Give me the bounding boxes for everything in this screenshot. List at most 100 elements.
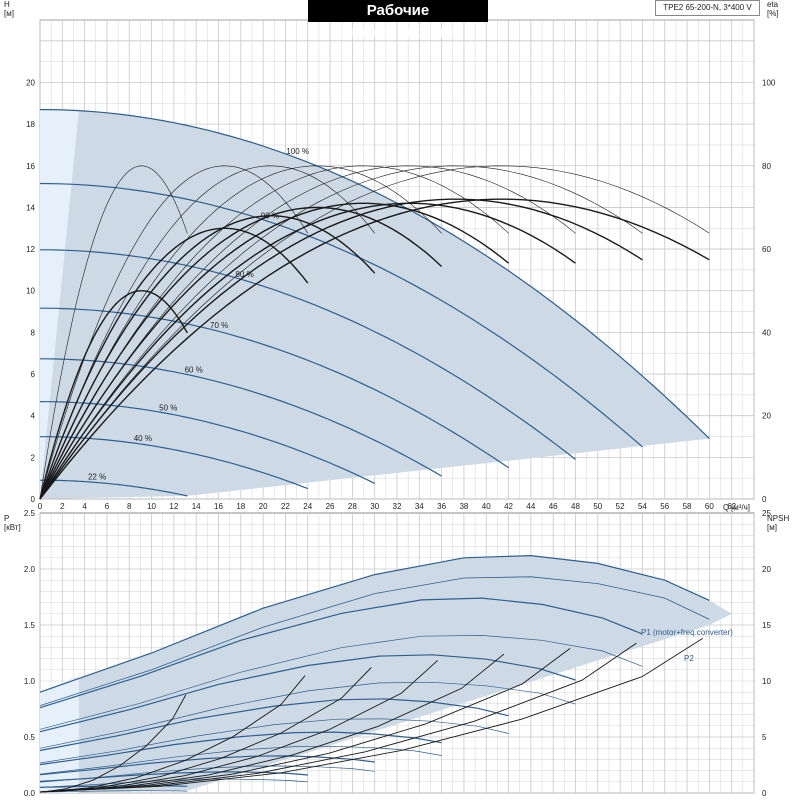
p1-curve-label: P1 (motor+freq.converter) [641,628,733,637]
flow-tick-label: 0 [38,502,43,511]
flow-tick-label: 20 [259,502,268,511]
power-tick-label: 2.5 [24,509,36,518]
flow-tick-label: 52 [616,502,625,511]
eta-tick-label: 40 [762,328,771,337]
flow-tick-label: 42 [504,502,513,511]
flow-tick-label: 44 [526,502,535,511]
efficiency-curve [39,165,710,500]
efficiency-curve [39,165,576,500]
power-p2-curve [39,576,710,706]
flow-tick-label: 58 [683,502,692,511]
npsh-tick-label: 25 [762,509,771,518]
flow-tick-label: 36 [437,502,446,511]
chart-title: Рабочие характеристики [308,0,488,41]
eta-tick-label: 100 [762,78,776,87]
power-tick-label: 0.0 [24,789,36,798]
qp-panel: 0.0 0.5 1.0 1.5 2.0 2.5 0 5 10 15 20 25 [24,509,772,798]
flow-tick-label: 6 [105,502,110,511]
p2-curve-label: P2 [684,654,694,663]
head-curve-label: 40 % [134,434,152,443]
head-curve-100pct [40,108,710,440]
head-curve-80pct [40,249,576,460]
head-tick-label: 14 [26,203,35,212]
npsh-curve [39,675,306,793]
head-axis-label: H [4,0,10,9]
head-tick-label: 8 [31,328,36,337]
flow-tick-label: 14 [192,502,201,511]
npsh-curve [39,653,505,793]
flow-tick-label: 24 [303,502,312,511]
head-curve-label: 50 % [159,403,177,412]
head-axis-unit: [м] [4,9,14,18]
flow-tick-label: 18 [236,502,245,511]
flow-tick-label: 8 [127,502,132,511]
npsh-curve [39,648,571,793]
flow-tick-label: 62 [727,502,736,511]
head-curve-label: 60 % [185,366,203,375]
efficiency-curve [39,202,576,500]
qh-operating-region [40,109,710,499]
power-p2-curve-reduced [39,681,576,749]
flow-tick-label: 26 [326,502,335,511]
efficiency-curve [39,165,309,500]
eta-tick-label: 0 [762,495,767,504]
npsh-curve [39,642,637,793]
efficiency-curve [39,165,442,500]
power-p1-curve-reduced [39,654,576,733]
qp-min-flow-region [40,675,79,793]
pump-model-label: TPE2 65-200-N, 3*400 V [655,0,760,16]
head-curve-label: 22 % [88,472,106,481]
head-tick-label: 20 [26,78,35,87]
power-tick-label: 2.0 [24,565,36,574]
eta-tick-label: 80 [762,162,771,171]
npsh-tick-label: 10 [762,677,771,686]
flow-tick-label: 16 [214,502,223,511]
flow-tick-label: 56 [660,502,669,511]
head-tick-label: 4 [31,412,36,421]
power-p2-curve-reduced [39,635,643,730]
power-p1-curve-reduced [39,755,375,776]
npsh-curve [39,660,438,793]
efficiency-curve [39,290,188,500]
power-axis-unit: [кВт] [4,523,21,532]
npsh-tick-label: 15 [762,621,771,630]
flow-tick-label: 2 [60,502,65,511]
head-tick-label: 6 [31,370,36,379]
efficiency-curve [39,165,509,500]
power-tick-label: 0.5 [24,733,36,742]
npsh-curve [39,638,703,793]
flow-axis-unit: [м³/ч] [731,503,750,512]
flow-tick-label: 50 [593,502,602,511]
flow-tick-label: 10 [147,502,156,511]
head-tick-label: 10 [26,287,35,296]
flow-tick-label: 12 [169,502,178,511]
eta-axis-label: eta [767,0,779,9]
head-tick-label: 18 [26,120,35,129]
flow-tick-label: 32 [393,502,402,511]
efficiency-curve [39,227,309,500]
flow-tick-label: 48 [571,502,580,511]
flow-tick-label: 40 [482,502,491,511]
eta-axis-unit: [%] [767,9,779,18]
efficiency-curve [39,165,375,500]
head-tick-label: 16 [26,162,35,171]
flow-tick-label: 22 [281,502,290,511]
power-p1-curve-reduced [39,597,643,709]
head-curve-22pct [40,479,188,497]
head-curve-label: 80 % [235,270,253,279]
power-p2-curve-reduced [39,790,188,793]
flow-tick-label: 60 [705,502,714,511]
head-curve-90pct [39,182,643,448]
head-curve-label: 70 % [210,321,228,330]
npsh-axis-unit: [м] [767,523,777,532]
efficiency-curve [39,198,643,500]
flow-tick-label: 30 [370,502,379,511]
power-p2-curve-reduced [39,765,375,783]
power-p1-curve-reduced [39,698,509,752]
npsh-curve [39,667,372,793]
npsh-curve [39,694,187,793]
head-curve-label: 100 % [286,147,309,156]
flow-tick-label: 54 [638,502,647,511]
flow-tick-label: 38 [459,502,468,511]
efficiency-curve [39,165,188,500]
